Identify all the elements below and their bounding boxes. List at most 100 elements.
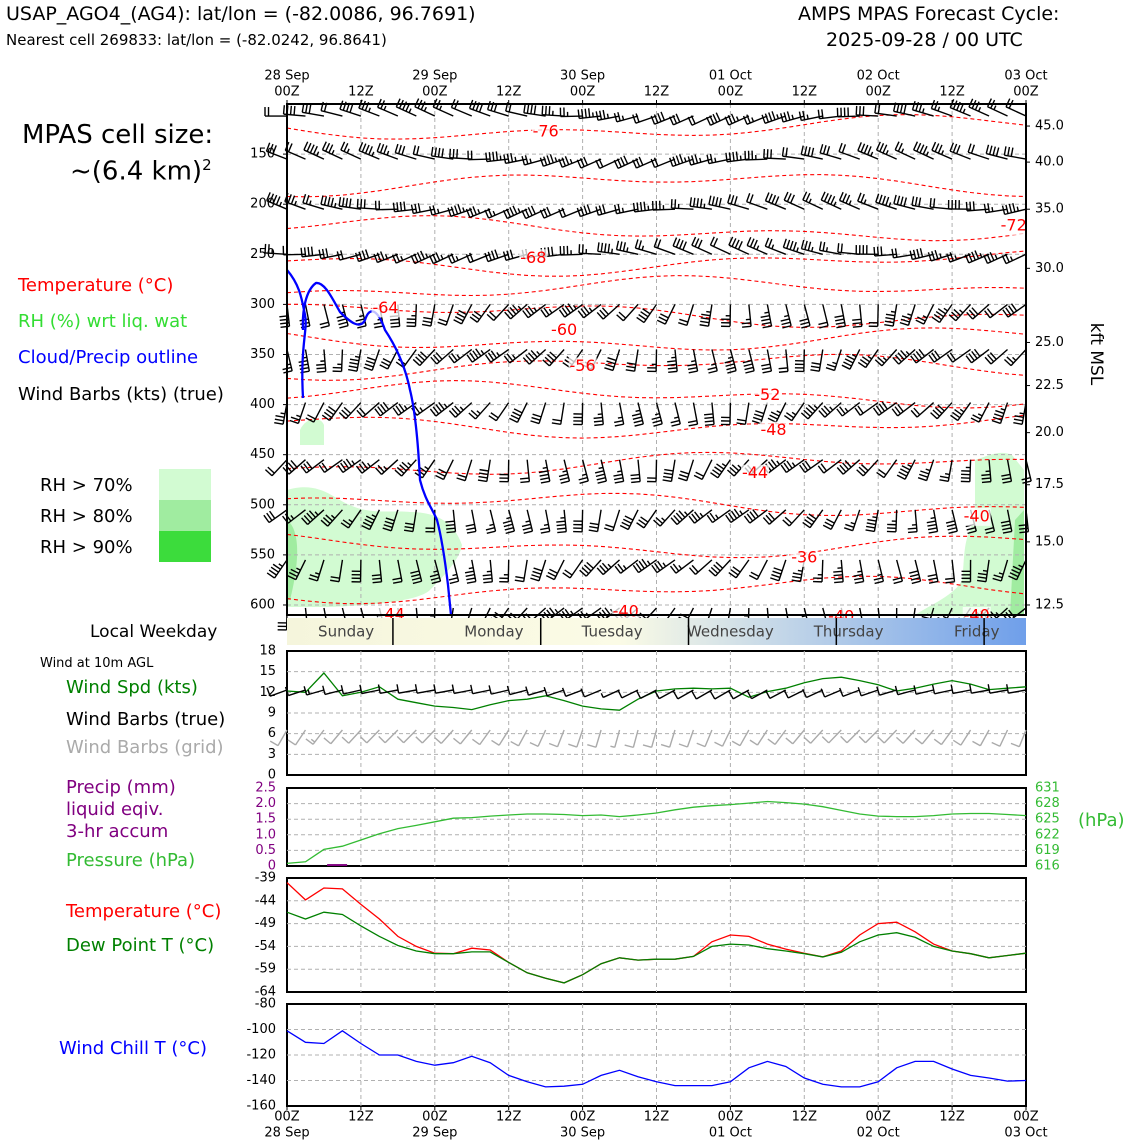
upper-air-barb-feather	[546, 354, 555, 362]
upper-air-barb-feather	[679, 473, 689, 478]
upper-air-barb	[376, 150, 399, 160]
barb-true	[435, 689, 454, 694]
upper-air-barb-feather	[971, 307, 979, 315]
upper-air-barb-feather	[728, 152, 732, 162]
upper-air-barb-feather	[322, 517, 331, 525]
upper-air-barb-feather	[977, 576, 987, 579]
barb-grid	[979, 729, 990, 747]
barb-true-feather	[307, 689, 311, 695]
barb-true-feather	[322, 685, 326, 695]
upper-air-barb-feather	[804, 240, 808, 250]
upper-air-barb-feather	[808, 198, 812, 204]
barb-grid	[828, 729, 842, 744]
upper-air-barb-feather	[564, 305, 571, 314]
upper-air-barb-feather	[419, 407, 424, 412]
upper-air-barb-feather	[885, 196, 890, 206]
upper-air-barb-feather	[452, 573, 458, 577]
upper-air-barb-feather	[310, 246, 314, 256]
upper-air-barb-feather	[503, 154, 507, 164]
barb-grid	[595, 729, 602, 748]
upper-air-barb-feather	[981, 480, 991, 484]
upper-air-barb-feather	[708, 370, 718, 374]
upper-air-barb-feather	[992, 577, 1002, 582]
bottom-hour-label: 12Z	[792, 1110, 818, 1125]
upper-air-barb-feather	[796, 247, 799, 253]
upper-air-barb-feather	[606, 360, 616, 365]
upper-air-barb	[712, 509, 731, 524]
barb-true-feather	[506, 685, 511, 695]
upper-air-barb	[377, 253, 399, 264]
upper-air-barb-feather	[328, 144, 334, 154]
barb-grid	[348, 729, 362, 744]
upper-air-barb-feather	[783, 414, 793, 422]
upper-air-barb-feather	[316, 367, 326, 370]
upper-air-barb-feather	[303, 247, 307, 257]
upper-air-barb-feather	[301, 517, 309, 525]
upper-air-barb	[579, 252, 602, 255]
upper-air-barb-feather	[859, 358, 869, 366]
upper-air-barb-feather	[899, 196, 904, 206]
upper-air-barb-feather	[506, 309, 514, 318]
barb-true-feather	[931, 684, 936, 694]
upper-air-barb-feather	[725, 363, 735, 367]
upper-air-barb	[585, 559, 602, 577]
upper-air-barb-feather	[764, 113, 770, 123]
upper-air-barb-feather	[688, 515, 696, 524]
upper-air-barb-feather	[661, 517, 666, 522]
upper-air-barb-feather	[472, 100, 477, 110]
upper-air-barb-feather	[802, 521, 811, 529]
upper-air-barb-feather	[576, 159, 582, 169]
legend-dewpoint: Dew Point T (°C)	[66, 935, 215, 956]
barb-true	[380, 689, 398, 695]
upper-air-barb-feather	[885, 317, 895, 320]
upper-air-barb-feather	[465, 253, 471, 263]
upper-air-barb-feather	[435, 474, 444, 481]
upper-air-barb-feather	[361, 143, 367, 153]
upper-air-barb-feather	[765, 514, 773, 523]
top-hour-label: 00Z	[274, 85, 300, 100]
temperature-contour-line	[286, 174, 1027, 198]
barb-grid-feather	[972, 740, 981, 747]
upper-air-barb-feather	[844, 460, 852, 468]
upper-air-barb-feather	[693, 474, 703, 481]
upper-air-barb-feather	[660, 313, 669, 319]
barb-true-feather	[728, 690, 734, 700]
upper-air-barb-feather	[968, 309, 976, 318]
barb-true-feather	[654, 690, 660, 699]
legend-precip-3: 3-hr accum	[66, 821, 169, 842]
upper-air-barb-feather	[730, 195, 735, 205]
upper-air-barb	[450, 208, 472, 218]
upper-air-barb-feather	[532, 413, 542, 418]
upper-air-barb-feather	[296, 567, 301, 571]
upper-air-barb-feather	[381, 361, 390, 367]
upper-air-barb-feather	[945, 581, 955, 584]
upper-air-barb-feather	[546, 155, 551, 165]
upper-air-barb-feather	[767, 461, 775, 470]
upper-air-barb-feather	[376, 252, 382, 262]
upper-air-barb-feather	[782, 325, 792, 329]
upper-air-barb	[711, 349, 718, 372]
upper-air-barb-feather	[524, 307, 532, 316]
upper-air-barb-feather	[708, 569, 716, 577]
weekday-label: Monday	[464, 623, 523, 641]
upper-air-barb-feather	[679, 154, 684, 164]
upper-air-barb-feather	[372, 581, 382, 584]
weekday-labels: Sunday Monday Tuesday Wednesday Thursday Frid…	[318, 618, 1000, 645]
upper-air-barb-feather	[853, 573, 863, 577]
upper-air-barb-feather	[959, 408, 965, 413]
upper-air-barb-feather	[479, 468, 489, 472]
upper-air-barb	[838, 150, 860, 160]
upper-air-barb-feather	[959, 309, 964, 314]
barb-grid-feather	[510, 740, 519, 747]
upper-air-barb-feather	[614, 423, 624, 427]
upper-air-barb-feather	[662, 479, 672, 483]
upper-air-barb-feather	[351, 460, 356, 465]
upper-air-barb-feather	[365, 360, 375, 365]
upper-air-barb-feather	[499, 155, 502, 161]
upper-air-barb-feather	[613, 112, 618, 123]
upper-air-barb-feather	[866, 525, 876, 529]
upper-air-barb-feather	[1001, 523, 1011, 527]
barb-true-feather	[765, 690, 771, 699]
upper-air-barb	[599, 158, 620, 169]
upper-air-barb	[627, 509, 639, 530]
